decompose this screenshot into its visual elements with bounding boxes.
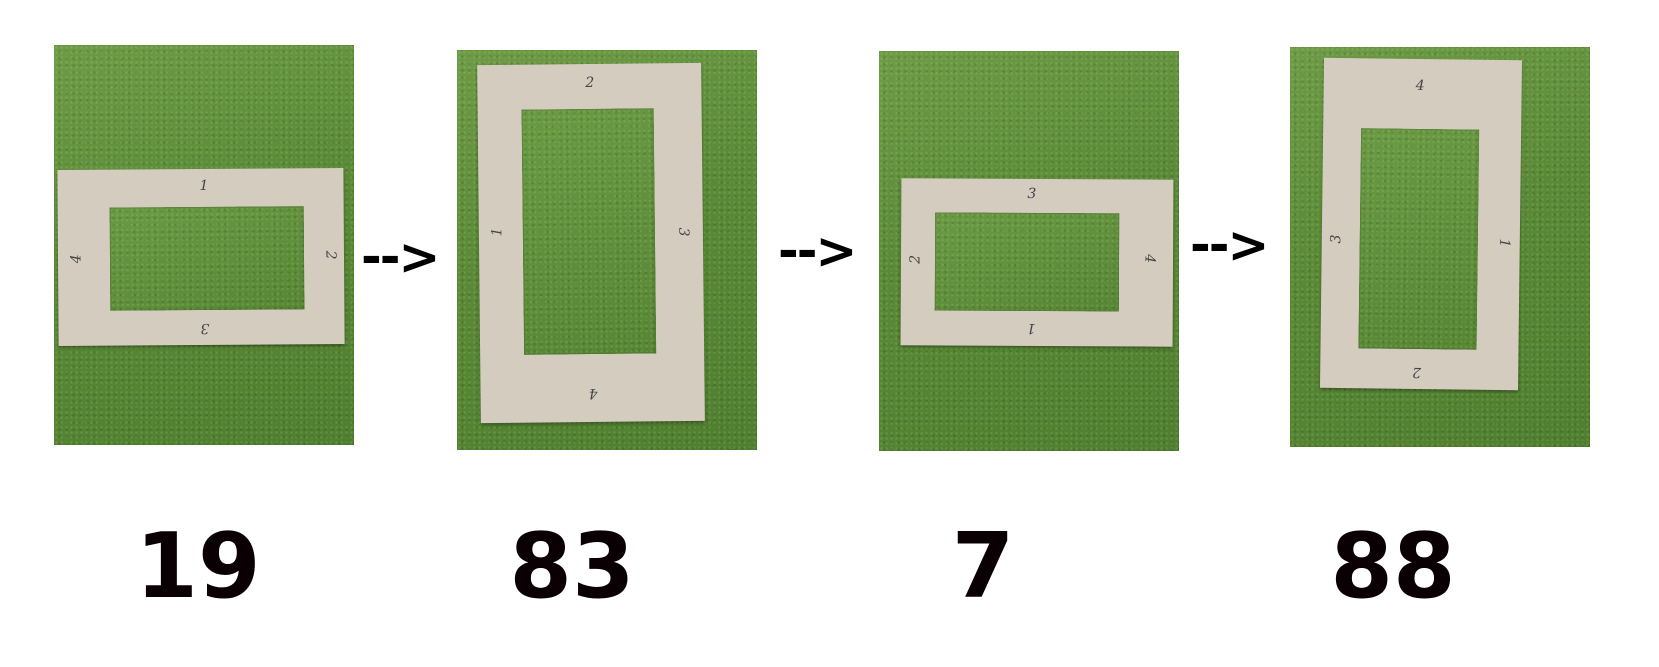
side-label-right: 2 — [322, 250, 339, 260]
side-label-left: 2 — [907, 254, 924, 264]
frame-opening — [521, 108, 657, 355]
photo-panel-3: 3 4 1 2 — [879, 51, 1179, 451]
side-label-top: 2 — [585, 74, 595, 92]
side-label-left: 4 — [68, 254, 85, 264]
arrow-1: --> — [361, 228, 440, 286]
side-label-top: 4 — [1415, 77, 1425, 95]
cardboard-frame: 1 2 3 4 — [57, 168, 345, 346]
side-label-top: 3 — [1027, 185, 1037, 202]
score-label-4: 88 — [1330, 514, 1456, 619]
side-label-left: 1 — [489, 227, 506, 237]
cardboard-frame: 2 3 4 1 — [477, 62, 705, 424]
side-label-bottom: 3 — [200, 319, 210, 337]
frame-opening — [1358, 128, 1480, 350]
side-label-right: 3 — [675, 227, 692, 237]
photo-panel-4: 4 1 2 3 — [1290, 47, 1590, 447]
arrow-3: --> — [1190, 216, 1269, 274]
arrow-2: --> — [778, 222, 857, 280]
photo-panel-2: 2 3 4 1 — [457, 50, 757, 450]
side-label-top: 1 — [199, 177, 209, 195]
side-label-bottom: 1 — [1026, 319, 1036, 336]
score-label-2: 83 — [509, 514, 635, 619]
photo-panel-1: 1 2 3 4 — [54, 45, 354, 445]
frame-opening — [109, 206, 305, 311]
score-label-1: 19 — [135, 514, 261, 619]
side-label-bottom: 4 — [588, 384, 598, 402]
side-label-right: 4 — [1141, 254, 1158, 264]
score-label-3: 7 — [951, 514, 1015, 619]
side-label-bottom: 2 — [1412, 363, 1422, 381]
frame-opening — [934, 212, 1120, 312]
cardboard-frame: 3 4 1 2 — [900, 178, 1174, 347]
side-label-right: 1 — [1496, 238, 1513, 248]
side-label-left: 3 — [1328, 234, 1345, 244]
cardboard-frame: 4 1 2 3 — [1319, 57, 1523, 391]
